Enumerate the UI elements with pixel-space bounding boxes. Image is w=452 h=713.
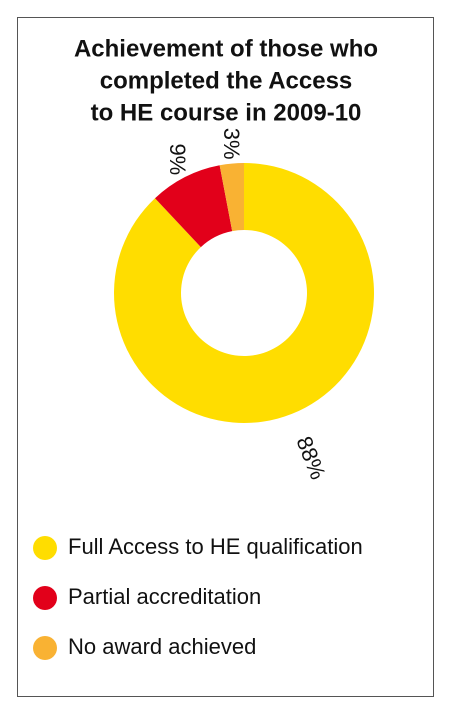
chart-title: Achievement of those who xyxy=(74,35,378,62)
donut-slice xyxy=(219,163,244,232)
donut-slice xyxy=(155,165,233,248)
data-label: 88% xyxy=(291,433,330,483)
chart-title: to HE course in 2009-10 xyxy=(91,99,362,126)
donut-slice xyxy=(113,163,375,423)
legend-label: Full Access to HE qualification xyxy=(68,534,363,559)
legend-swatch xyxy=(33,636,57,660)
data-label: 3% xyxy=(219,128,244,160)
legend-swatch xyxy=(33,586,57,610)
legend-label: No award achieved xyxy=(68,634,256,659)
chart-title: completed the Access xyxy=(100,67,353,94)
legend-swatch xyxy=(33,536,57,560)
frame xyxy=(17,17,434,697)
data-label: 9% xyxy=(165,143,190,175)
legend-label: Partial accreditation xyxy=(68,584,261,609)
